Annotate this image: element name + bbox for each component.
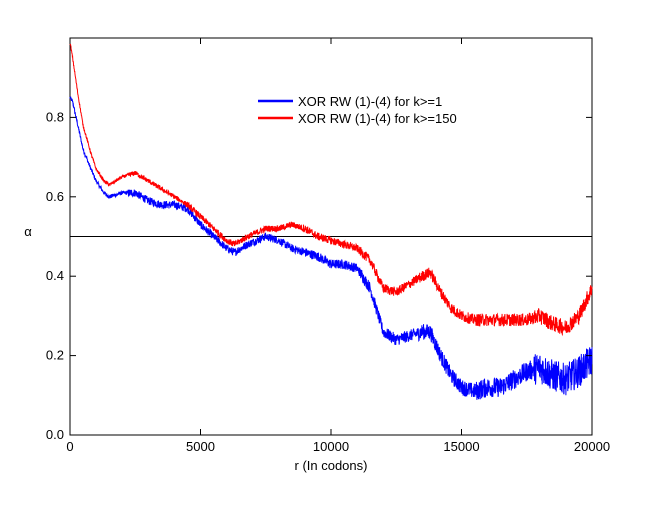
x-axis-title: r (In codons) xyxy=(295,458,368,473)
y-tick-label: 0.6 xyxy=(46,189,64,204)
series-line-0 xyxy=(69,96,593,400)
x-tick-label: 20000 xyxy=(574,439,610,454)
y-tick-label: 0.8 xyxy=(46,109,64,124)
x-tick-label: 15000 xyxy=(443,439,479,454)
legend-label-k1: XOR RW (1)-(4) for k>=1 xyxy=(298,94,442,109)
y-tick-label: 0.2 xyxy=(46,348,64,363)
x-tick-label: 5000 xyxy=(186,439,215,454)
legend-label-k150: XOR RW (1)-(4) for k>=150 xyxy=(298,111,457,126)
y-tick-label: 0.4 xyxy=(46,268,64,283)
series-line-1 xyxy=(69,43,593,337)
legend: XOR RW (1)-(4) for k>=1 XOR RW (1)-(4) f… xyxy=(258,94,457,126)
y-axis-title: α xyxy=(24,224,32,239)
x-tick-label: 0 xyxy=(66,439,73,454)
x-tick-label: 10000 xyxy=(313,439,349,454)
y-tick-label: 0.0 xyxy=(46,427,64,442)
